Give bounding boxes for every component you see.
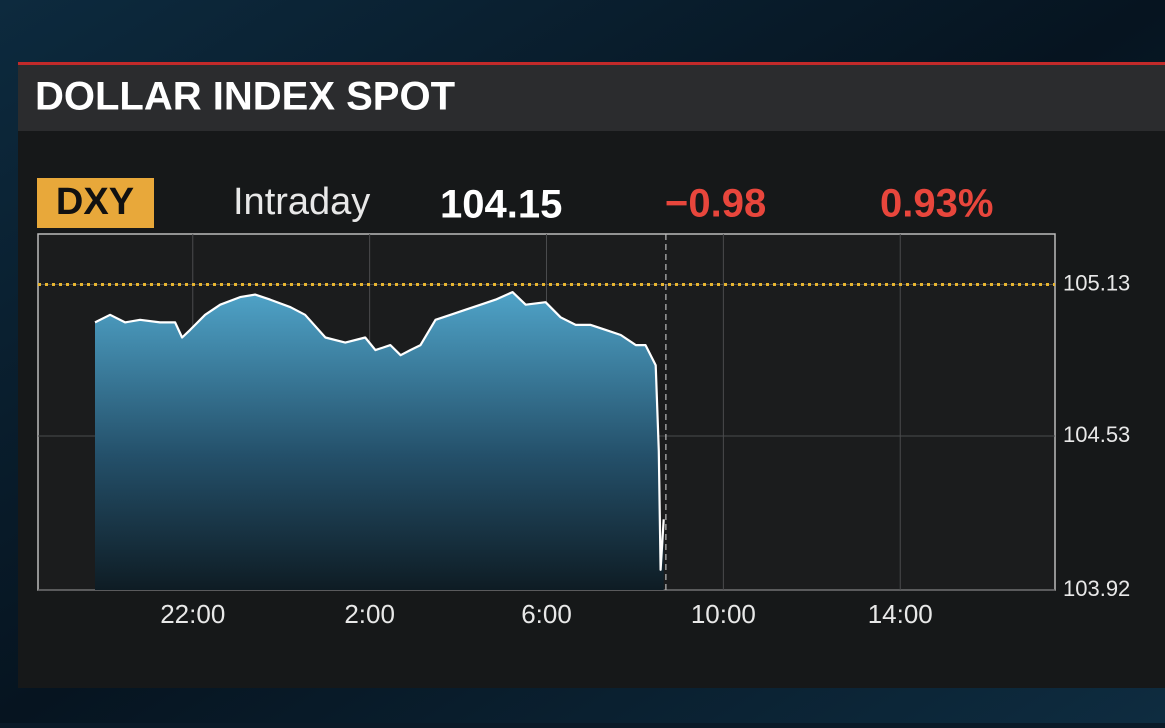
x-tick-label: 2:00: [344, 599, 395, 629]
y-tick-label: 104.53: [1063, 422, 1130, 447]
area: [95, 292, 664, 590]
period: Intraday: [233, 181, 370, 223]
chart-title: DOLLAR INDEX SPOT: [35, 75, 455, 119]
x-tick-label: 10:00: [691, 599, 756, 629]
x-tick-label: 14:00: [868, 599, 933, 629]
x-tick-label: 6:00: [521, 599, 572, 629]
net-change: −0.98: [665, 182, 766, 226]
ticker-badge: [37, 178, 154, 228]
ticker: DXY: [56, 181, 134, 223]
last-price: 104.15: [440, 183, 562, 227]
panel-accent: [18, 62, 1165, 65]
plot: 22:00 2:00 6:00 10:00 14:00 103.92 104.53 105.1…: [38, 234, 1130, 629]
title-bar: [18, 65, 1165, 131]
x-tick-label: 22:00: [160, 599, 225, 629]
line: [94, 291, 665, 571]
pct-change: 0.93%: [880, 182, 993, 226]
y-tick-label: 103.92: [1063, 576, 1130, 601]
y-tick-label: 105.13: [1063, 270, 1130, 295]
